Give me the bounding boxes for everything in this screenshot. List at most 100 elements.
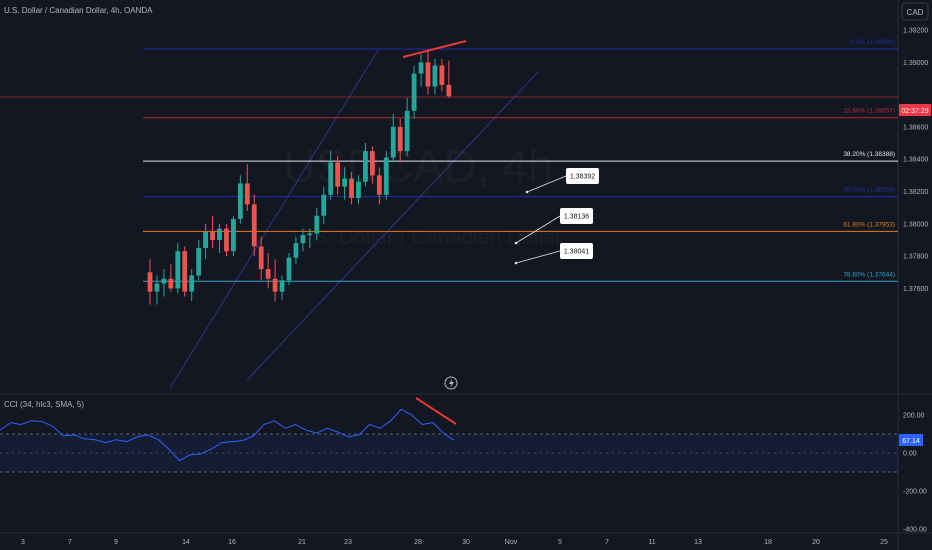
fib-level-label: 78.60% (1.37644): [843, 271, 895, 278]
candle-body: [293, 243, 299, 258]
candle-body: [265, 269, 271, 279]
countdown-label: 02:37:29: [901, 108, 928, 115]
price-tick-label: 1.37600: [903, 286, 928, 293]
candle-body: [390, 126, 396, 158]
candle-body: [175, 251, 181, 289]
candle-body: [203, 231, 208, 249]
price-tick-label: 1.38600: [903, 124, 928, 131]
time-tick-label: 30: [462, 539, 470, 546]
cci-tick-label: -400.00: [903, 527, 927, 534]
candle-body: [321, 194, 327, 216]
candle-body: [196, 248, 202, 276]
time-tick-label: 7: [605, 539, 609, 546]
candle-body: [258, 246, 264, 270]
callout-pointer: [526, 175, 567, 193]
candle-body: [376, 175, 382, 195]
candle-body: [286, 257, 292, 281]
cci-divergence-line: [415, 397, 457, 425]
candle-body: [383, 157, 389, 195]
candle-body: [370, 151, 375, 176]
price-tick-label: 1.38000: [903, 221, 928, 228]
flash-icon[interactable]: [444, 376, 458, 390]
candle-body: [446, 84, 452, 97]
candle-body: [397, 126, 403, 152]
candle-body: [349, 178, 354, 198]
candle-body: [224, 228, 229, 252]
callout-anchor: [514, 241, 518, 245]
time-tick-label: 7: [68, 539, 72, 546]
currency-button[interactable]: [901, 2, 929, 21]
time-tick-label: 5: [558, 539, 562, 546]
candle-body: [418, 62, 424, 74]
candle-body: [168, 278, 174, 289]
cci-value-label: 67.14: [902, 438, 920, 445]
time-tick-label: 20: [812, 539, 820, 546]
candle-body: [147, 272, 153, 292]
time-tick-label: 18: [764, 539, 772, 546]
callout-label: 1.38392: [570, 174, 595, 181]
time-tick-label: 14: [182, 539, 190, 546]
cci-band: [0, 434, 898, 472]
time-tick-label: 3: [21, 539, 25, 546]
candle-body: [161, 278, 167, 284]
candle-body: [335, 162, 341, 187]
price-divergence-line: [402, 40, 467, 58]
callout-anchor: [525, 190, 529, 194]
candle-body: [432, 65, 438, 87]
price-tick-label: 1.39200: [903, 28, 928, 35]
cci-tick-label: -200.00: [903, 489, 927, 496]
time-tick-label: 16: [228, 539, 236, 546]
candle-body: [425, 62, 431, 87]
fib-level-label: 50.00% (1.38168): [843, 187, 895, 194]
cci-value-badge: [899, 434, 923, 446]
candle-body: [237, 183, 243, 219]
callout-box: [560, 208, 593, 224]
candle-body: [251, 204, 257, 247]
time-tick-label: 25: [880, 539, 888, 546]
time-tick-label: 23: [344, 539, 352, 546]
currency-button-label: CAD: [907, 8, 924, 17]
candle-body: [182, 251, 188, 292]
candle-body: [300, 235, 306, 244]
trend-line-lower: [246, 71, 539, 381]
candle-body: [217, 228, 222, 240]
trend-line-upper: [169, 49, 379, 389]
chart-title: U.S. Dollar / Canadian Dollar, 4h, OANDA: [4, 6, 153, 15]
callout-anchor: [514, 261, 518, 265]
cci-tick-label: 0.00: [903, 451, 917, 458]
fib-level-label: 23.60% (1.38657): [843, 108, 895, 115]
candle-body: [272, 278, 278, 292]
callout-pointer: [515, 215, 561, 244]
callout-box: [560, 243, 593, 259]
time-tick-label: 9: [114, 539, 118, 546]
fib-level-label: 38.20% (1.38388): [843, 151, 895, 158]
callout-label: 1.38136: [564, 214, 589, 221]
candle-body: [231, 218, 236, 252]
candle-body: [279, 280, 285, 292]
time-tick-label: 11: [648, 539, 655, 546]
candle-body: [363, 151, 368, 182]
countdown-badge: [899, 104, 931, 116]
time-tick-label: 21: [298, 539, 306, 546]
callout-label: 1.38041: [564, 249, 589, 256]
candle-body: [342, 178, 347, 187]
fib-level-label: 0.0% (1.39082): [851, 39, 895, 46]
candle-body: [244, 183, 250, 205]
callout-pointer: [515, 250, 561, 264]
symbol-watermark: USDCAD, 4h: [283, 140, 554, 192]
fib-level-label: 61.80% (1.37953): [843, 221, 895, 228]
candle-body: [328, 162, 334, 195]
cci-tick-label: 200.00: [903, 413, 925, 420]
candle-body: [404, 110, 410, 152]
candle-body: [307, 233, 313, 236]
description-watermark: U.S. Dollar / Canadian Dollar: [292, 226, 562, 249]
cci-line: [0, 408, 455, 462]
time-tick-label: 28: [414, 539, 422, 546]
price-tick-label: 1.38200: [903, 189, 928, 196]
price-tick-label: 1.39000: [903, 60, 928, 67]
price-tick-label: 1.38400: [903, 157, 928, 164]
candle-body: [189, 275, 195, 292]
candle-body: [314, 215, 320, 234]
